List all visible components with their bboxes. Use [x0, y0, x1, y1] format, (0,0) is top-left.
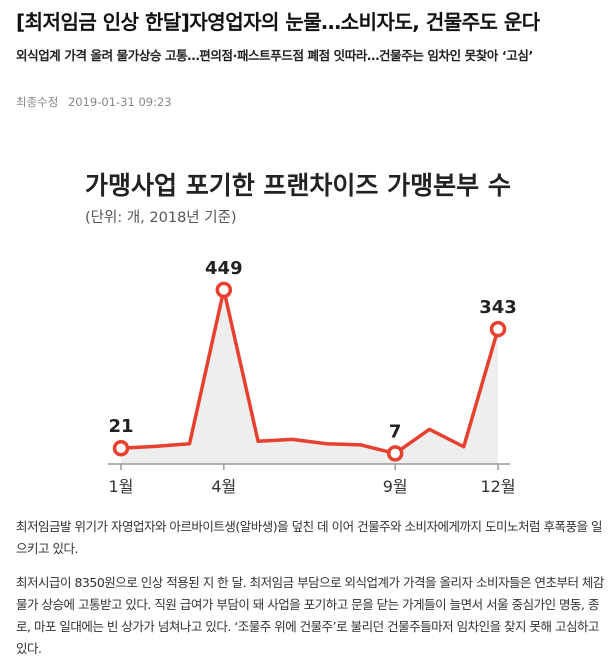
dateline: 최종수정 2019-01-31 09:23 — [16, 94, 172, 110]
data-label: 343 — [479, 297, 517, 318]
chart-title: 가맹사업 포기한 프랜차이즈 가맹본부 수 — [85, 171, 511, 200]
data-point-marker — [215, 281, 233, 299]
x-tick-label: 1월 — [109, 477, 134, 496]
chart-area — [121, 289, 498, 464]
data-label: 21 — [108, 416, 133, 437]
series-line — [119, 288, 500, 456]
infographic-chart: 가맹사업 포기한 프랜차이즈 가맹본부 수 (단위: 개, 2018년 기준) … — [80, 146, 535, 506]
x-tick-label: 9월 — [383, 477, 408, 496]
x-tick-label: 4월 — [211, 477, 236, 496]
updated-timestamp: 2019-01-31 09:23 — [67, 95, 172, 109]
body-paragraph: 최저임금발 위기가 자영업자와 아르바이트생(알바생)을 덮친 데 이어 건물주… — [16, 519, 602, 556]
data-point-marker — [386, 445, 404, 462]
line-chart: 가맹사업 포기한 프랜차이즈 가맹본부 수 (단위: 개, 2018년 기준) … — [85, 171, 517, 496]
data-point-marker — [489, 320, 507, 338]
x-tick-label: 12월 — [480, 477, 515, 496]
data-point-marker — [112, 439, 130, 457]
article-subheadline: 외식업계 가격 올려 물가상승 고통…편의점·패스트푸드점 폐점 잇따라…건물주… — [16, 48, 533, 63]
body-paragraph: 최저시급이 8350원으로 인상 적용된 지 한 달. 최저임금 부담으로 외식… — [16, 575, 604, 656]
updated-label: 최종수정 — [16, 95, 59, 109]
article-headline: [최저임금 인상 한달]자영업자의 눈물…소비자도, 건물주도 운다 — [16, 10, 540, 34]
chart-subtitle: (단위: 개, 2018년 기준) — [85, 209, 237, 226]
data-label: 449 — [205, 258, 243, 279]
data-label: 7 — [389, 421, 402, 442]
